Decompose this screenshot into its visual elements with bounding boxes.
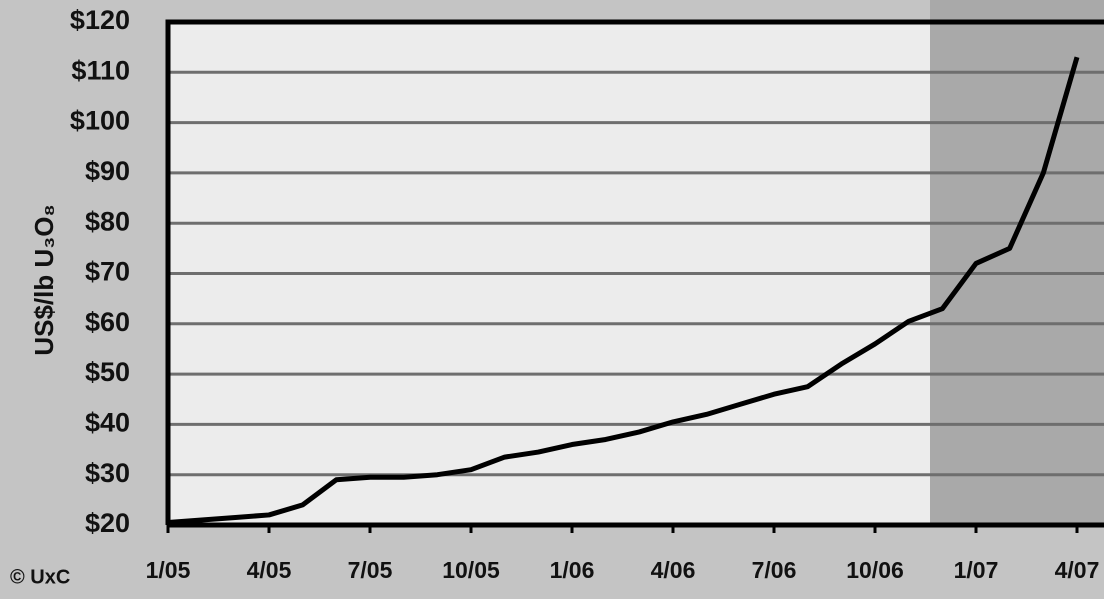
y-tick-label: $20	[85, 508, 130, 538]
y-tick-label: $60	[85, 307, 130, 337]
x-tick-label: 10/05	[442, 557, 500, 583]
y-tick-label: $50	[85, 357, 130, 387]
source-note: © UxC	[10, 566, 70, 588]
x-tick-label: 7/06	[752, 557, 797, 583]
x-tick-label: 1/05	[146, 557, 191, 583]
x-tick-label: 10/06	[846, 557, 904, 583]
y-tick-label: $100	[70, 106, 130, 136]
x-tick-label: 7/05	[348, 557, 393, 583]
x-tick-label: 1/06	[550, 557, 595, 583]
y-tick-label: $30	[85, 458, 130, 488]
y-tick-label: $80	[85, 206, 130, 236]
x-tick-label: 4/06	[651, 557, 696, 583]
x-tick-label: 1/07	[954, 557, 999, 583]
y-tick-label: $90	[85, 156, 130, 186]
shaded-region	[930, 0, 1104, 525]
y-tick-label: $70	[85, 257, 130, 287]
axis-frame	[165, 19, 1104, 525]
y-axis-label: US$/lb U₃O₈	[29, 204, 59, 355]
x-tick-label: 4/05	[247, 557, 292, 583]
price-line	[167, 56, 1080, 525]
x-tick-label: 4/07	[1055, 557, 1100, 583]
y-tick-label: $120	[70, 5, 130, 35]
y-tick-label: $40	[85, 408, 130, 438]
y-tick-label: $110	[71, 55, 130, 85]
